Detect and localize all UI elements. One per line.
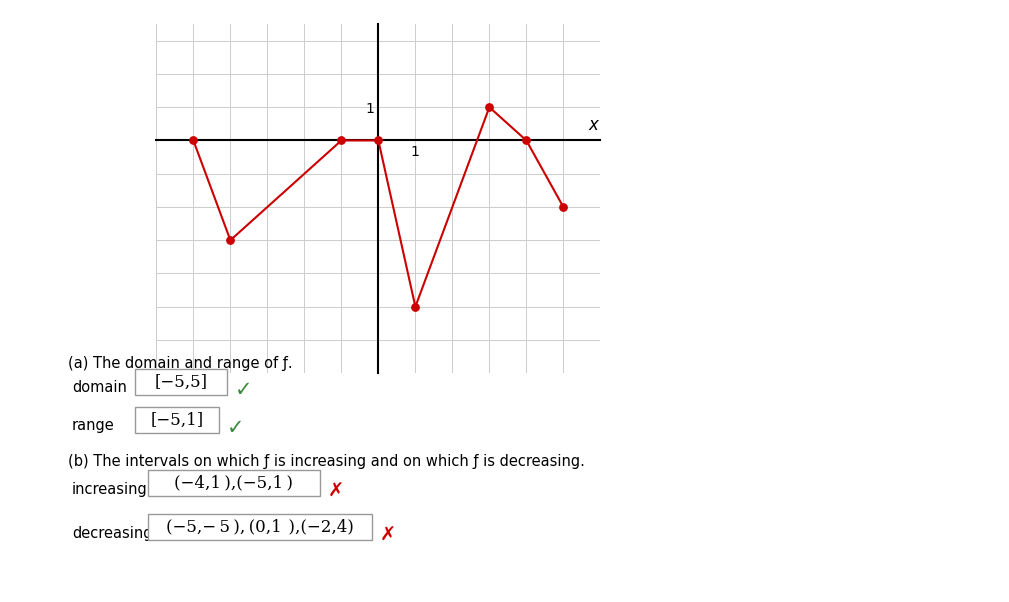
Text: [−5,5]: [−5,5] <box>154 373 208 391</box>
Point <box>519 135 535 145</box>
Point <box>370 135 386 145</box>
FancyBboxPatch shape <box>135 407 219 433</box>
Text: ✓: ✓ <box>235 380 252 400</box>
Point <box>555 202 571 212</box>
Point <box>186 135 202 145</box>
FancyBboxPatch shape <box>148 470 320 496</box>
Text: decreasing: decreasing <box>72 526 152 541</box>
Point <box>408 302 424 312</box>
Point <box>481 102 497 112</box>
Text: increasing: increasing <box>72 482 147 497</box>
Text: ✗: ✗ <box>328 482 344 500</box>
Text: domain: domain <box>72 380 127 395</box>
Text: x: x <box>588 116 598 134</box>
Point <box>333 135 349 145</box>
Text: (−5,− 5 ), (0,1  ),(−2,4): (−5,− 5 ), (0,1 ),(−2,4) <box>166 518 354 536</box>
Text: [−5,1]: [−5,1] <box>150 412 204 429</box>
FancyBboxPatch shape <box>135 369 227 395</box>
Text: ✗: ✗ <box>380 526 397 544</box>
FancyBboxPatch shape <box>148 514 372 540</box>
Point <box>222 235 238 245</box>
Text: range: range <box>72 418 115 433</box>
Text: ✓: ✓ <box>227 418 244 438</box>
Text: (b) The intervals on which ƒ is increasing and on which ƒ is decreasing.: (b) The intervals on which ƒ is increasi… <box>68 454 585 469</box>
Text: (−4,1 ),(−5,1 ): (−4,1 ),(−5,1 ) <box>175 474 294 491</box>
Text: (a) The domain and range of ƒ.: (a) The domain and range of ƒ. <box>68 356 293 371</box>
